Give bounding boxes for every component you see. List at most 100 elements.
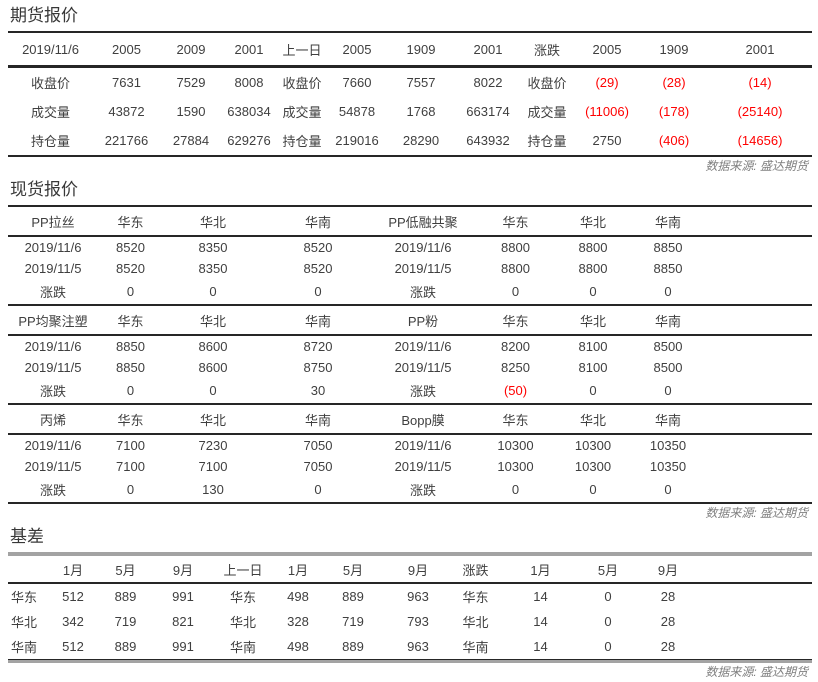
value-cell: 8850 <box>653 261 683 276</box>
value-cell: 8022 <box>473 75 503 90</box>
header-row: 2019/11/6 2005 2009 2001 上一日 2005 1909 2001 涨跌 20… <box>8 33 812 67</box>
value-cell: 8520 <box>116 240 145 255</box>
value-cell: 30 <box>310 383 326 398</box>
spacer-cell <box>708 405 812 434</box>
value-cell: 8520 <box>116 261 145 276</box>
value-cell: 0 <box>664 284 672 299</box>
value-cell: 0 <box>209 284 217 299</box>
table-row: 持仓量 221766 27884 629276 持仓量 219016 28290 643932… <box>8 126 812 156</box>
spot-table-pp-lasi: PP拉丝 华东 华北 华南 PP低融共聚 华东 华北 华南 2019/11/6 8520 8350… <box>8 207 812 306</box>
value-cell: 7631 <box>112 75 141 90</box>
value-cell: 0 <box>511 482 520 497</box>
value-cell: 8200 <box>501 339 530 354</box>
header-row: 1月 5月 9月 上一日 1月 5月 9月 涨跌 1月 5月 9月 <box>8 556 812 583</box>
spot-table-head: PP均聚注塑 华东 华北 华南 PP粉 华东 华北 华南 <box>8 306 812 335</box>
value-cell: 0 <box>604 639 612 654</box>
column-header: 华南 <box>654 314 681 329</box>
value-cell: 0 <box>126 383 135 398</box>
column-header: 2001 <box>234 42 264 57</box>
column-header: 5月 <box>597 563 619 578</box>
row-label: 涨跌 <box>39 483 66 498</box>
column-header: 2005 <box>112 42 141 57</box>
value-cell: (50) <box>503 383 528 398</box>
value-cell: 889 <box>342 589 364 604</box>
spot-section: 现货报价 PP拉丝 华东 华北 华南 PP低融共聚 华东 华北 华南 2019/11/6 852… <box>8 176 812 523</box>
value-cell: 7529 <box>176 75 206 90</box>
value-cell: 28290 <box>402 133 440 148</box>
column-header: PP低融共聚 <box>388 215 458 230</box>
row-label: 成交量 <box>30 105 70 120</box>
value-cell: 10350 <box>649 459 687 474</box>
spacer-cell <box>708 335 812 357</box>
column-header: 华北 <box>199 413 226 428</box>
row-label: 持仓量 <box>282 134 322 149</box>
value-cell: 7100 <box>198 459 228 474</box>
value-cell: 10300 <box>497 438 534 453</box>
value-cell: 8250 <box>501 360 530 375</box>
table-row: 涨跌 0 0 0 涨跌 0 0 0 <box>8 279 812 305</box>
column-header: 涨跌 <box>462 563 489 578</box>
column-header: 华南 <box>304 314 331 329</box>
column-header: 华东 <box>502 215 529 230</box>
table-row: 涨跌 0 130 0 涨跌 0 0 0 <box>8 477 812 503</box>
spacer-cell <box>708 258 812 279</box>
spacer-cell <box>708 306 812 335</box>
spot-table-head: PP拉丝 华东 华北 华南 PP低融共聚 华东 华北 华南 <box>8 207 812 236</box>
row-label: 涨跌 <box>409 384 436 399</box>
futures-section-title: 期货报价 <box>8 2 812 33</box>
spot-table-pp-junju: PP均聚注塑 华东 华北 华南 PP粉 华东 华北 华南 2019/11/6 8850 8600 8… <box>8 306 812 405</box>
value-cell: 7100 <box>116 438 145 453</box>
spacer-cell <box>698 556 812 583</box>
spacer-cell <box>698 609 812 634</box>
value-cell: 0 <box>314 284 322 299</box>
value-cell: 0 <box>664 482 672 497</box>
table-row: 2019/11/5 7100 7100 7050 2019/11/5 10300 10300… <box>8 456 812 477</box>
header-row: 丙烯 华东 华北 华南 Bopp膜 华东 华北 华南 <box>8 405 812 434</box>
column-header: 1909 <box>406 42 436 57</box>
spot-table-bingxi: 丙烯 华东 华北 华南 Bopp膜 华东 华北 华南 2019/11/6 7100 7230 705… <box>8 405 812 504</box>
table-row: 华北 342 719 821 华北 328 719 793 华北 14 0 28 <box>8 609 812 634</box>
value-cell: 8850 <box>116 360 145 375</box>
row-label: 持仓量 <box>30 134 70 149</box>
value-cell: 14 <box>533 639 548 654</box>
value-cell: (25140) <box>737 104 783 119</box>
header-row: PP均聚注塑 华东 华北 华南 PP粉 华东 华北 华南 <box>8 306 812 335</box>
spacer-cell <box>708 207 812 236</box>
column-header: 5月 <box>342 563 364 578</box>
value-cell: 0 <box>126 284 135 299</box>
column-header: 9月 <box>172 563 194 578</box>
value-cell: 963 <box>407 639 429 654</box>
column-header: 华北 <box>199 314 226 329</box>
value-cell: 643932 <box>466 133 510 148</box>
value-cell: 889 <box>114 589 137 604</box>
column-header <box>8 556 53 583</box>
value-cell: 8500 <box>653 339 683 354</box>
spacer-cell <box>708 434 812 456</box>
column-header: 华东 <box>502 314 529 329</box>
row-label: 2019/11/6 <box>24 438 82 453</box>
row-label: 收盘价 <box>30 76 70 91</box>
value-cell: (29) <box>595 75 619 90</box>
spot-table-body: 2019/11/6 7100 7230 7050 2019/11/6 10300 10300… <box>8 434 812 503</box>
value-cell: 663174 <box>466 104 510 119</box>
row-label: 2019/11/6 <box>394 339 452 354</box>
spacer-cell <box>708 378 812 404</box>
value-cell: 10350 <box>649 438 687 453</box>
value-cell: 1768 <box>406 104 436 119</box>
value-cell: 27884 <box>172 133 210 148</box>
value-cell: (28) <box>662 75 686 90</box>
column-header: 9月 <box>407 563 429 578</box>
row-label: 2019/11/5 <box>24 261 82 276</box>
row-label: 2019/11/6 <box>394 240 452 255</box>
value-cell: 0 <box>664 383 672 398</box>
value-cell: 0 <box>589 383 597 398</box>
table-row: 2019/11/5 8520 8350 8520 2019/11/5 8800 8800 88… <box>8 258 812 279</box>
value-cell: (11006) <box>585 104 629 119</box>
row-label: 持仓量 <box>527 134 567 149</box>
futures-table: 2019/11/6 2005 2009 2001 上一日 2005 1909 2001 涨跌 20… <box>8 33 812 157</box>
data-source-note: 数据来源: 盛达期货 <box>705 665 808 679</box>
value-cell: (14) <box>748 75 772 90</box>
column-header: 华东 <box>502 413 529 428</box>
column-header: 华东 <box>117 215 144 230</box>
value-cell: 8850 <box>653 240 683 255</box>
